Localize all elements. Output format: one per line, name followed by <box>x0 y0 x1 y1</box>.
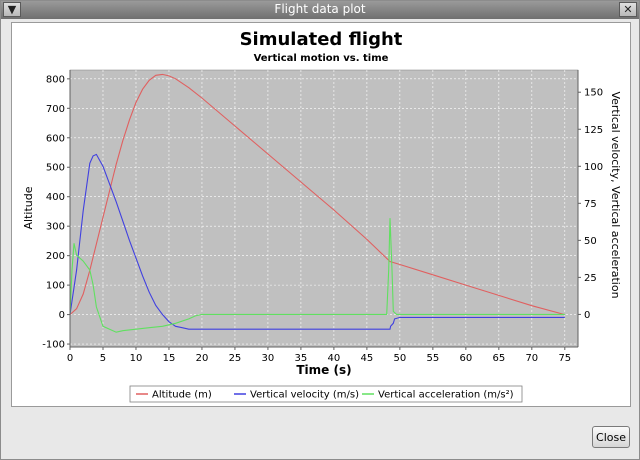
series-line-vertical-velocity-m-s <box>70 153 565 330</box>
y-left-tick-label: 200 <box>46 251 65 262</box>
x-tick-label: 10 <box>130 353 143 364</box>
x-tick-label: 70 <box>525 353 538 364</box>
x-tick-label: 40 <box>328 353 341 364</box>
x-tick-label: 55 <box>426 353 439 364</box>
legend-label: Vertical acceleration (m/s²) <box>378 390 514 401</box>
y-left-tick-label: -100 <box>42 340 65 351</box>
x-tick-label: 0 <box>67 353 73 364</box>
legend: Altitude (m) Vertical velocity (m/s) Verti… <box>129 385 523 403</box>
y-right-axis-label: Vertical velocity, Vertical acceleration <box>609 91 622 298</box>
chart: Simulated flight Vertical motion vs. tim… <box>22 29 622 403</box>
y-right-tick-label: 150 <box>584 88 603 99</box>
chevron-down-icon[interactable]: ▼ <box>3 2 21 17</box>
x-tick-label: 75 <box>558 353 571 364</box>
close-button[interactable]: Close <box>592 426 630 448</box>
legend-box <box>129 385 523 403</box>
chart-title: Simulated flight <box>240 29 403 50</box>
x-axis-label: Time (s) <box>296 363 351 377</box>
plot-area <box>69 69 579 348</box>
x-tick-label: 60 <box>459 353 472 364</box>
legend-label: Altitude (m) <box>152 390 212 401</box>
x-tick-label: 50 <box>394 353 407 364</box>
series-lines <box>70 73 565 333</box>
x-tick-label: 65 <box>492 353 505 364</box>
y-right-tick-label: 50 <box>584 236 597 247</box>
x-tick-label: 15 <box>163 353 176 364</box>
y-right-tick-label: 100 <box>584 162 603 173</box>
y-left-tick-label: 500 <box>46 163 65 174</box>
x-tick-label: 25 <box>229 353 242 364</box>
y-left-tick-label: 800 <box>46 74 65 85</box>
x-tick-label: 20 <box>196 353 209 364</box>
window-title: Flight data plot <box>274 2 366 16</box>
y-right-tick-label: 125 <box>584 125 603 136</box>
y-left-tick-label: 600 <box>46 133 65 144</box>
series-line-altitude-m <box>70 73 565 316</box>
x-tick-label: 5 <box>100 353 106 364</box>
y-left-tick-label: 300 <box>46 222 65 233</box>
series-line-vertical-acceleration-m-s <box>70 218 565 333</box>
close-icon[interactable]: ✕ <box>619 2 637 17</box>
y-left-tick-label: 700 <box>46 104 65 115</box>
chart-subtitle: Vertical motion vs. time <box>254 53 389 64</box>
y-right-tick-label: 0 <box>584 310 590 321</box>
x-tick-label: 35 <box>295 353 308 364</box>
x-tick-label: 30 <box>262 353 275 364</box>
title-bar[interactable]: ▼ Flight data plot ✕ <box>1 1 639 19</box>
y-left-tick-label: 400 <box>46 192 65 203</box>
y-right-tick-label: 75 <box>584 199 597 210</box>
y-left-tick-label: 0 <box>59 310 65 321</box>
tick-labels: 0 5 10 15 20 25 30 35 40 45 50 55 60 65 70 75-100010020… <box>42 74 603 364</box>
axes <box>69 70 579 348</box>
x-tick-label: 45 <box>361 353 374 364</box>
y-left-axis-label: Altitude <box>22 186 35 229</box>
chart-panel: Simulated flight Vertical motion vs. tim… <box>11 22 631 407</box>
y-right-tick-label: 25 <box>584 273 597 284</box>
y-left-tick-label: 100 <box>46 281 65 292</box>
legend-label: Vertical velocity (m/s) <box>250 390 359 401</box>
